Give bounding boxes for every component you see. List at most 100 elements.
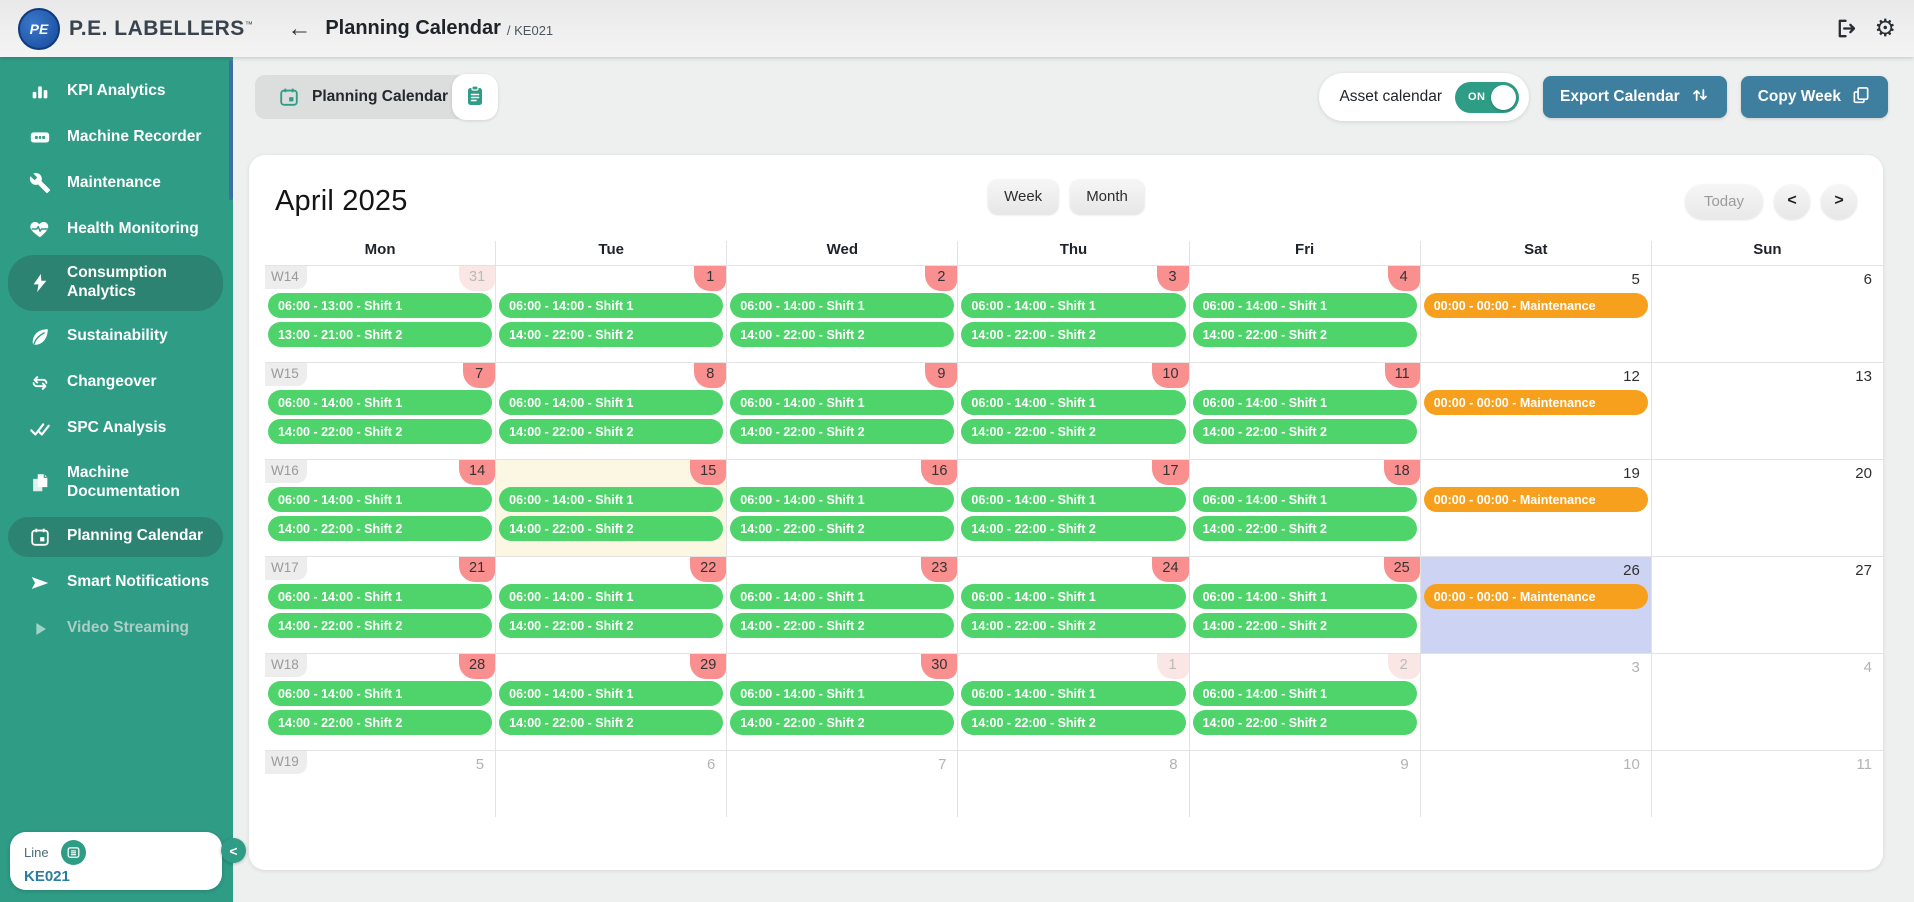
day-cell[interactable]: 5 00:00 - 00:00 - Maintenance (1421, 266, 1652, 362)
sidebar-item-planning-calendar[interactable]: Planning Calendar (8, 516, 223, 557)
calendar-event-shift[interactable]: 06:00 - 14:00 - Shift 1 (499, 681, 724, 706)
calendar-event-shift[interactable]: 14:00 - 22:00 - Shift 2 (1192, 419, 1417, 444)
calendar-event-shift[interactable]: 06:00 - 14:00 - Shift 1 (268, 390, 493, 415)
calendar-event-shift[interactable]: 14:00 - 22:00 - Shift 2 (961, 322, 1186, 347)
day-cell[interactable]: 25 06:00 - 14:00 - Shift 1 14:00 - 22:00 -… (1190, 557, 1421, 653)
day-cell[interactable]: 1 06:00 - 14:00 - Shift 1 14:00 - 22:00 - … (496, 266, 728, 362)
sidebar-item-machine-documentation[interactable]: Machine Documentation (8, 455, 223, 511)
day-cell[interactable]: 26 00:00 - 00:00 - Maintenance (1420, 557, 1652, 653)
calendar-event-shift[interactable]: 14:00 - 22:00 - Shift 2 (730, 516, 955, 541)
calendar-event-shift[interactable]: 06:00 - 14:00 - Shift 1 (961, 681, 1186, 706)
calendar-event-shift[interactable]: 06:00 - 14:00 - Shift 1 (499, 584, 724, 609)
day-cell[interactable]: 7 (727, 751, 959, 817)
sidebar-item-consumption-analytics[interactable]: Consumption Analytics (8, 255, 223, 311)
view-week-button[interactable]: Week (988, 179, 1059, 214)
day-cell[interactable]: 24 06:00 - 14:00 - Shift 1 14:00 - 22:00 -… (958, 557, 1190, 653)
sidebar-item-kpi-analytics[interactable]: KPI Analytics (8, 71, 223, 111)
view-month-button[interactable]: Month (1070, 179, 1144, 214)
day-cell[interactable]: 20 (1652, 460, 1883, 556)
calendar-event-shift[interactable]: 06:00 - 14:00 - Shift 1 (499, 390, 724, 415)
calendar-event-shift[interactable]: 06:00 - 14:00 - Shift 1 (730, 681, 955, 706)
sidebar-item-machine-recorder[interactable]: Machine Recorder (8, 117, 223, 157)
day-cell[interactable]: 11 06:00 - 14:00 - Shift 1 14:00 - 22:00 -… (1190, 363, 1421, 459)
calendar-event-shift[interactable]: 14:00 - 22:00 - Shift 2 (730, 322, 955, 347)
day-cell[interactable]: 9 (1190, 751, 1421, 817)
calendar-event-shift[interactable]: 06:00 - 14:00 - Shift 1 (730, 487, 955, 512)
day-cell[interactable]: 10 (1421, 751, 1652, 817)
calendar-event-shift[interactable]: 14:00 - 22:00 - Shift 2 (730, 710, 955, 735)
calendar-event-shift[interactable]: 06:00 - 14:00 - Shift 1 (730, 390, 955, 415)
day-cell[interactable]: W15 7 06:00 - 14:00 - Shift 1 14:00 - 22:00… (265, 363, 497, 459)
day-cell[interactable]: 17 06:00 - 14:00 - Shift 1 14:00 - 22:00 -… (958, 460, 1190, 556)
today-button[interactable]: Today (1684, 183, 1763, 219)
day-cell[interactable]: 30 06:00 - 14:00 - Shift 1 14:00 - 22:00 -… (727, 654, 959, 750)
calendar-event-shift[interactable]: 06:00 - 14:00 - Shift 1 (1192, 487, 1417, 512)
calendar-event-shift[interactable]: 06:00 - 14:00 - Shift 1 (268, 681, 493, 706)
prev-month-button[interactable]: < (1774, 183, 1810, 219)
day-cell[interactable]: 6 (1652, 266, 1883, 362)
calendar-event-shift[interactable]: 14:00 - 22:00 - Shift 2 (499, 322, 724, 347)
calendar-event-maintenance[interactable]: 00:00 - 00:00 - Maintenance (1423, 390, 1648, 415)
calendar-event-shift[interactable]: 14:00 - 22:00 - Shift 2 (1192, 613, 1417, 638)
calendar-event-shift[interactable]: 06:00 - 14:00 - Shift 1 (730, 584, 955, 609)
calendar-event-shift[interactable]: 06:00 - 14:00 - Shift 1 (1192, 293, 1417, 318)
back-button[interactable]: ← (283, 16, 315, 41)
day-cell[interactable]: 8 (958, 751, 1190, 817)
day-cell[interactable]: 23 06:00 - 14:00 - Shift 1 14:00 - 22:00 -… (727, 557, 959, 653)
day-cell[interactable]: W14 31 06:00 - 13:00 - Shift 1 13:00 - 21:0… (265, 266, 497, 362)
calendar-event-shift[interactable]: 13:00 - 21:00 - Shift 2 (268, 322, 493, 347)
calendar-event-shift[interactable]: 06:00 - 13:00 - Shift 1 (268, 293, 493, 318)
calendar-event-shift[interactable]: 06:00 - 14:00 - Shift 1 (268, 584, 493, 609)
calendar-event-shift[interactable]: 06:00 - 14:00 - Shift 1 (1192, 390, 1417, 415)
day-cell[interactable]: 19 00:00 - 00:00 - Maintenance (1421, 460, 1652, 556)
sidebar-item-smart-notifications[interactable]: Smart Notifications (8, 563, 223, 603)
day-cell[interactable]: 4 06:00 - 14:00 - Shift 1 14:00 - 22:00 - … (1190, 266, 1421, 362)
logout-icon[interactable] (1835, 17, 1858, 40)
asset-calendar-toggle[interactable]: ON (1454, 81, 1519, 113)
copy-week-button[interactable]: Copy Week (1740, 76, 1888, 118)
day-cell[interactable]: 13 (1652, 363, 1883, 459)
day-cell[interactable]: 4 (1652, 654, 1883, 750)
calendar-event-shift[interactable]: 14:00 - 22:00 - Shift 2 (268, 419, 493, 444)
line-selector-card[interactable]: Line KE021 (10, 832, 222, 890)
sidebar-item-sustainability[interactable]: Sustainability (8, 317, 223, 357)
day-cell[interactable]: 1 06:00 - 14:00 - Shift 1 14:00 - 22:00 - … (958, 654, 1190, 750)
report-clipboard-button[interactable] (452, 74, 498, 120)
calendar-event-shift[interactable]: 06:00 - 14:00 - Shift 1 (268, 487, 493, 512)
calendar-event-shift[interactable]: 14:00 - 22:00 - Shift 2 (268, 613, 493, 638)
calendar-event-shift[interactable]: 14:00 - 22:00 - Shift 2 (268, 516, 493, 541)
next-month-button[interactable]: > (1821, 183, 1857, 219)
day-cell[interactable]: 15 06:00 - 14:00 - Shift 1 14:00 - 22:00 -… (496, 460, 728, 556)
day-cell[interactable]: W17 21 06:00 - 14:00 - Shift 1 14:00 - 22:0… (265, 557, 497, 653)
sidebar-item-spc-analysis[interactable]: SPC Analysis (8, 409, 223, 449)
day-cell[interactable]: 16 06:00 - 14:00 - Shift 1 14:00 - 22:00 -… (727, 460, 959, 556)
calendar-event-shift[interactable]: 14:00 - 22:00 - Shift 2 (499, 613, 724, 638)
day-cell[interactable]: W16 14 06:00 - 14:00 - Shift 1 14:00 - 22:0… (265, 460, 497, 556)
calendar-event-maintenance[interactable]: 00:00 - 00:00 - Maintenance (1423, 584, 1648, 609)
day-cell[interactable]: 3 06:00 - 14:00 - Shift 1 14:00 - 22:00 - … (958, 266, 1190, 362)
calendar-event-shift[interactable]: 14:00 - 22:00 - Shift 2 (961, 613, 1186, 638)
calendar-event-shift[interactable]: 14:00 - 22:00 - Shift 2 (961, 516, 1186, 541)
calendar-event-shift[interactable]: 06:00 - 14:00 - Shift 1 (499, 487, 724, 512)
export-calendar-button[interactable]: Export Calendar (1542, 76, 1727, 118)
calendar-event-shift[interactable]: 14:00 - 22:00 - Shift 2 (961, 419, 1186, 444)
day-cell[interactable]: W19 5 (265, 751, 497, 817)
calendar-event-shift[interactable]: 14:00 - 22:00 - Shift 2 (1192, 710, 1417, 735)
calendar-event-shift[interactable]: 14:00 - 22:00 - Shift 2 (499, 516, 724, 541)
calendar-event-shift[interactable]: 06:00 - 14:00 - Shift 1 (1192, 681, 1417, 706)
day-cell[interactable]: 29 06:00 - 14:00 - Shift 1 14:00 - 22:00 -… (496, 654, 728, 750)
tab-planning-calendar[interactable]: Planning Calendar (255, 75, 471, 119)
calendar-event-shift[interactable]: 14:00 - 22:00 - Shift 2 (730, 613, 955, 638)
sidebar-collapse-button[interactable]: < (221, 838, 246, 863)
day-cell[interactable]: 18 06:00 - 14:00 - Shift 1 14:00 - 22:00 -… (1190, 460, 1421, 556)
calendar-event-maintenance[interactable]: 00:00 - 00:00 - Maintenance (1423, 293, 1648, 318)
sidebar-item-maintenance[interactable]: Maintenance (8, 163, 223, 203)
day-cell[interactable]: 8 06:00 - 14:00 - Shift 1 14:00 - 22:00 - … (496, 363, 728, 459)
calendar-event-shift[interactable]: 14:00 - 22:00 - Shift 2 (499, 419, 724, 444)
calendar-event-maintenance[interactable]: 00:00 - 00:00 - Maintenance (1423, 487, 1648, 512)
calendar-event-shift[interactable]: 06:00 - 14:00 - Shift 1 (961, 293, 1186, 318)
sidebar-item-health-monitoring[interactable]: Health Monitoring (8, 209, 223, 249)
calendar-event-shift[interactable]: 14:00 - 22:00 - Shift 2 (499, 710, 724, 735)
day-cell[interactable]: 3 (1421, 654, 1652, 750)
day-cell[interactable]: 9 06:00 - 14:00 - Shift 1 14:00 - 22:00 - … (727, 363, 959, 459)
